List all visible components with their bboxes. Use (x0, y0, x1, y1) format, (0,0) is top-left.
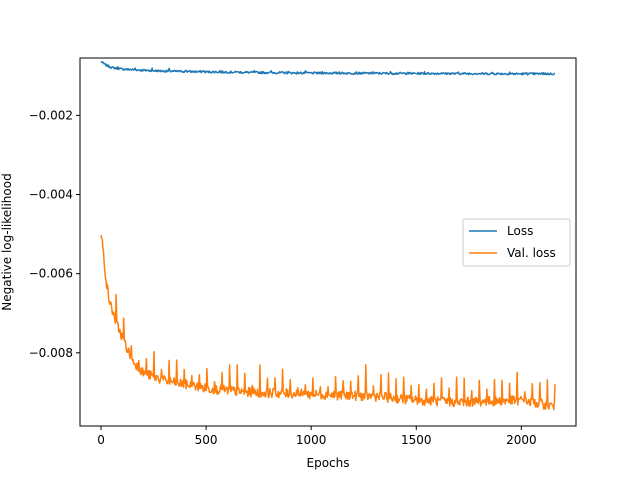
val-loss-line (100, 235, 556, 411)
legend: Loss Val. loss (462, 218, 571, 267)
legend-label-loss: Loss (507, 224, 533, 238)
plot-frame (79, 57, 577, 427)
y-axis: −0.008 −0.006 −0.004 −0.002 (29, 108, 80, 360)
x-axis: 0 500 1000 1500 2000 (97, 426, 537, 447)
x-tick-label: 1500 (401, 433, 432, 447)
y-tick-label: −0.004 (29, 188, 73, 202)
y-tick-label: −0.006 (29, 267, 73, 281)
y-tick-label: −0.002 (29, 108, 73, 122)
x-tick-label: 1000 (296, 433, 327, 447)
y-axis-label: Negative log-likelihood (0, 173, 14, 310)
x-axis-label: Epochs (307, 456, 350, 470)
x-tick-label: 500 (195, 433, 218, 447)
plot-area (100, 61, 556, 411)
y-tick-label: −0.008 (29, 346, 73, 360)
x-tick-label: 0 (97, 433, 105, 447)
loss-line (100, 61, 556, 76)
x-tick-label: 2000 (506, 433, 537, 447)
legend-label-val-loss: Val. loss (507, 246, 556, 260)
